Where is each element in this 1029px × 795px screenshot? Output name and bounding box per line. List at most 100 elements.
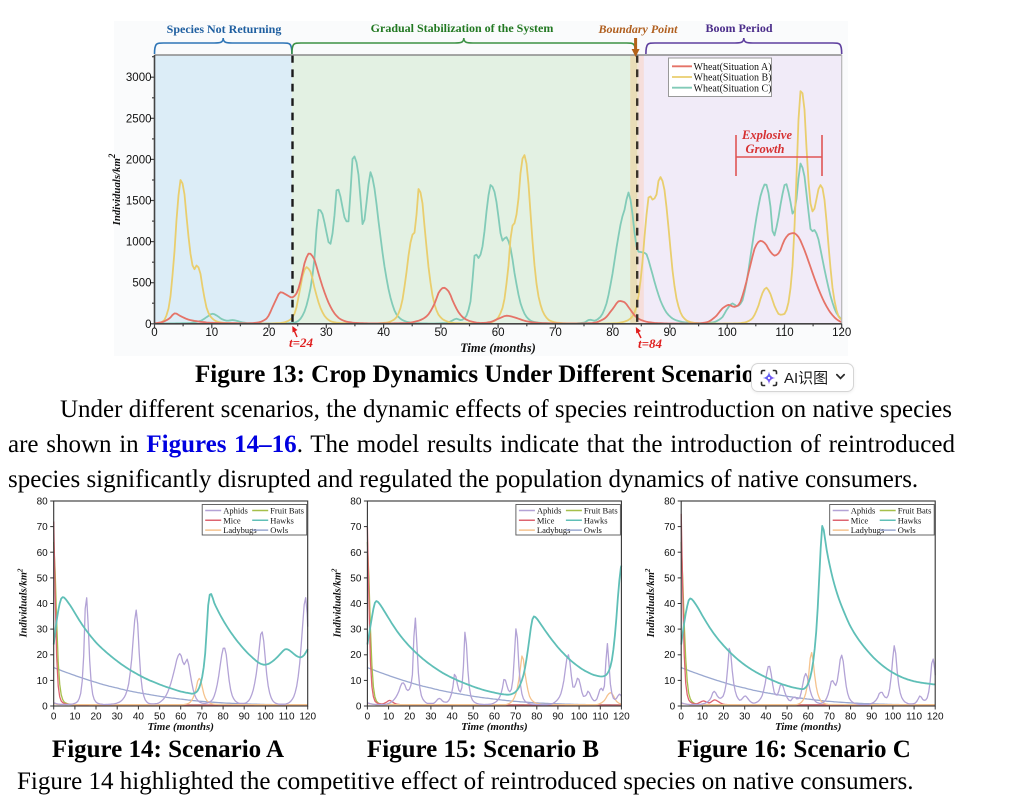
svg-text:50: 50 [782, 712, 794, 723]
svg-text:80: 80 [218, 712, 230, 723]
svg-text:500: 500 [132, 278, 151, 290]
svg-text:Hawks: Hawks [584, 515, 608, 525]
svg-text:40: 40 [664, 599, 676, 610]
svg-text:1000: 1000 [126, 237, 152, 249]
svg-text:Individuals/km2: Individuals/km2 [107, 153, 123, 226]
svg-text:20: 20 [263, 327, 276, 339]
svg-text:40: 40 [37, 599, 49, 610]
svg-text:Ladybugs: Ladybugs [851, 525, 885, 535]
svg-text:70: 70 [824, 712, 836, 723]
svg-text:100: 100 [718, 327, 737, 339]
svg-text:Owls: Owls [584, 525, 602, 535]
svg-text:40: 40 [760, 712, 772, 723]
svg-text:120: 120 [927, 712, 944, 723]
svg-text:110: 110 [279, 712, 295, 723]
svg-text:Individuals/km2: Individuals/km2 [644, 568, 657, 638]
svg-text:30: 30 [425, 712, 437, 723]
svg-text:40: 40 [350, 599, 362, 610]
svg-text:Mice: Mice [851, 515, 869, 525]
svg-text:70: 70 [664, 522, 676, 533]
svg-text:30: 30 [739, 712, 751, 723]
svg-text:Wheat(Situation A): Wheat(Situation A) [694, 62, 772, 73]
svg-text:20: 20 [90, 712, 102, 723]
svg-text:0: 0 [678, 712, 684, 723]
svg-text:20: 20 [664, 650, 676, 661]
svg-text:50: 50 [37, 573, 49, 584]
svg-text:90: 90 [664, 327, 677, 339]
svg-text:40: 40 [447, 712, 459, 723]
svg-text:Aphids: Aphids [851, 506, 876, 516]
svg-text:Mice: Mice [537, 515, 555, 525]
svg-text:60: 60 [492, 327, 505, 339]
svg-text:10: 10 [205, 327, 218, 339]
svg-text:100: 100 [257, 712, 274, 723]
svg-text:60: 60 [350, 548, 362, 559]
svg-text:70: 70 [196, 712, 208, 723]
svg-text:Fruit Bats: Fruit Bats [584, 506, 618, 516]
svg-text:50: 50 [664, 573, 676, 584]
svg-text:20: 20 [350, 650, 362, 661]
svg-text:Owls: Owls [898, 525, 916, 535]
svg-text:40: 40 [377, 327, 390, 339]
svg-text:60: 60 [664, 548, 676, 559]
svg-text:80: 80 [845, 712, 857, 723]
svg-text:0: 0 [151, 327, 157, 339]
svg-text:80: 80 [531, 712, 543, 723]
svg-text:30: 30 [664, 625, 676, 636]
svg-text:80: 80 [37, 497, 49, 508]
svg-text:0: 0 [42, 702, 48, 713]
svg-text:t=24: t=24 [289, 335, 314, 350]
svg-text:40: 40 [133, 712, 145, 723]
svg-text:30: 30 [320, 327, 333, 339]
svg-text:2500: 2500 [126, 113, 152, 125]
svg-text:Wheat(Situation C): Wheat(Situation C) [694, 83, 772, 94]
svg-text:t=84: t=84 [638, 336, 663, 351]
svg-text:110: 110 [906, 712, 922, 723]
svg-text:Time (months): Time (months) [461, 721, 528, 733]
svg-text:Fruit Bats: Fruit Bats [898, 506, 932, 516]
svg-text:Time (months): Time (months) [147, 721, 214, 733]
svg-text:0: 0 [356, 702, 362, 713]
svg-text:80: 80 [664, 497, 676, 508]
svg-text:Individuals/km2: Individuals/km2 [330, 568, 343, 638]
svg-text:Wheat(Situation B): Wheat(Situation B) [694, 73, 772, 84]
svg-text:Gradual Stabilization of the S: Gradual Stabilization of the System [371, 21, 554, 35]
svg-text:Individuals/km2: Individuals/km2 [17, 568, 30, 638]
svg-text:Explosive: Explosive [741, 128, 792, 142]
svg-text:Hawks: Hawks [270, 515, 294, 525]
svg-text:60: 60 [37, 548, 49, 559]
svg-text:Growth: Growth [746, 142, 785, 156]
svg-text:30: 30 [37, 625, 49, 636]
svg-text:50: 50 [468, 712, 480, 723]
svg-text:120: 120 [613, 712, 630, 723]
svg-text:10: 10 [69, 712, 81, 723]
svg-text:20: 20 [718, 712, 730, 723]
svg-text:0: 0 [51, 712, 57, 723]
svg-text:60: 60 [175, 712, 187, 723]
svg-text:10: 10 [383, 712, 395, 723]
svg-text:70: 70 [549, 327, 562, 339]
svg-text:Ladybugs: Ladybugs [223, 525, 257, 535]
svg-text:Boundary Point: Boundary Point [597, 22, 678, 36]
svg-text:60: 60 [489, 712, 501, 723]
svg-text:2000: 2000 [126, 154, 152, 166]
svg-text:110: 110 [775, 327, 793, 339]
svg-text:50: 50 [350, 573, 362, 584]
svg-text:Species Not Returning: Species Not Returning [167, 22, 282, 36]
svg-text:20: 20 [404, 712, 416, 723]
svg-text:Fruit Bats: Fruit Bats [270, 506, 304, 516]
svg-text:100: 100 [885, 712, 902, 723]
svg-text:Aphids: Aphids [223, 506, 248, 516]
svg-text:90: 90 [866, 712, 878, 723]
svg-text:Owls: Owls [270, 525, 288, 535]
svg-text:50: 50 [154, 712, 166, 723]
svg-text:Aphids: Aphids [537, 506, 562, 516]
svg-text:10: 10 [37, 676, 49, 687]
svg-text:10: 10 [697, 712, 709, 723]
svg-text:70: 70 [510, 712, 522, 723]
svg-text:110: 110 [592, 712, 608, 723]
svg-text:60: 60 [803, 712, 815, 723]
svg-text:10: 10 [664, 676, 676, 687]
svg-text:Hawks: Hawks [898, 515, 922, 525]
svg-text:90: 90 [239, 712, 251, 723]
